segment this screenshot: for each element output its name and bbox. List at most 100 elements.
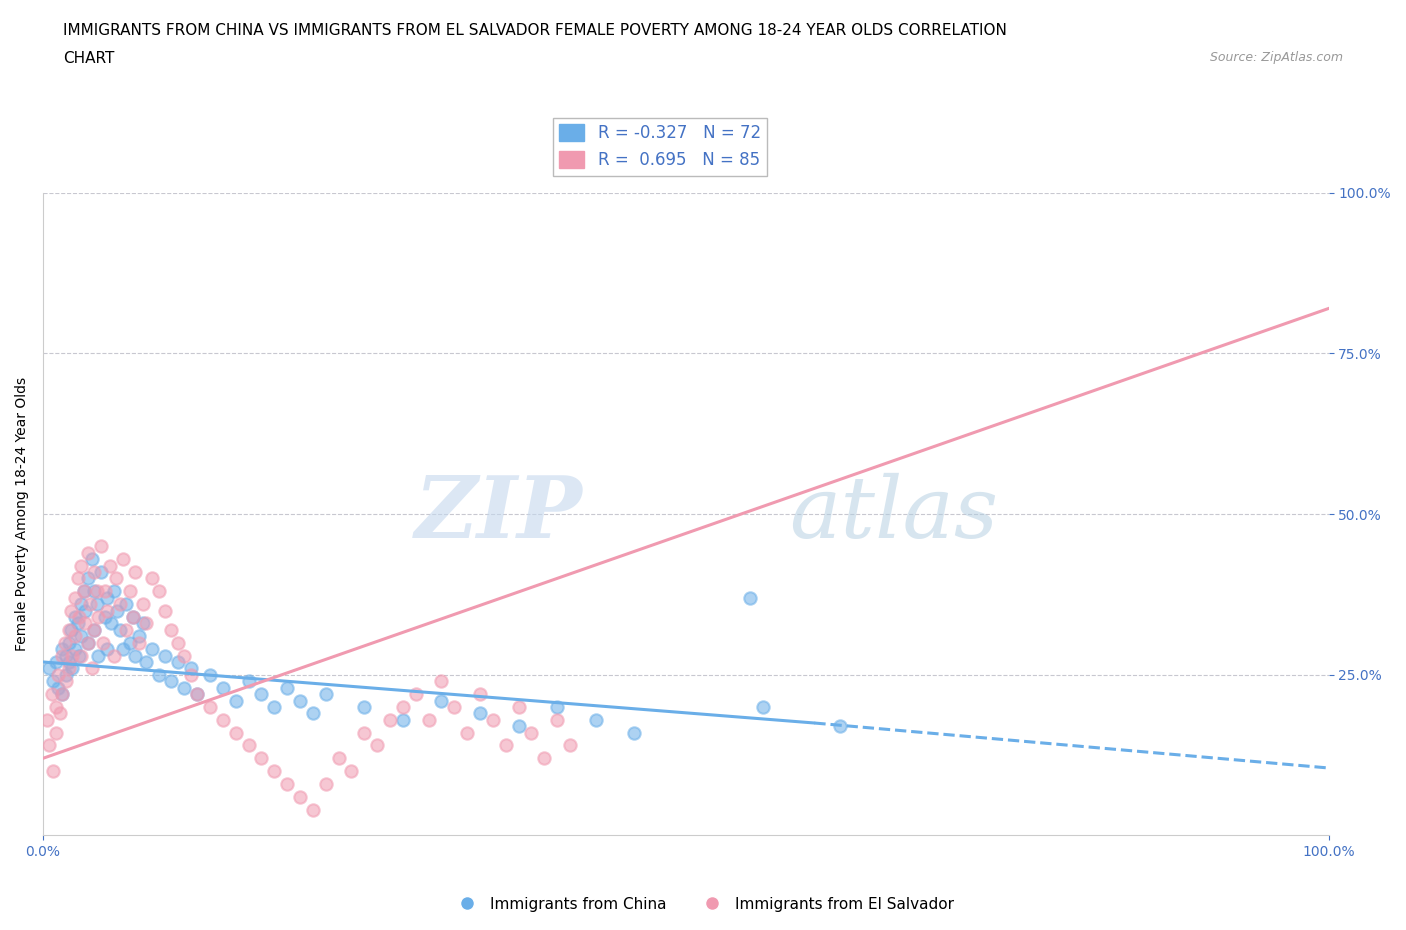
Point — [96, 603, 118, 618]
Point — [105, 571, 128, 586]
Point — [90, 565, 112, 579]
Point — [135, 655, 157, 670]
Legend: R = -0.327   N = 72, R =  0.695   N = 85: R = -0.327 N = 72, R = 0.695 N = 85 — [553, 117, 768, 176]
Point — [456, 725, 478, 740]
Point — [186, 686, 208, 701]
Point — [63, 629, 86, 644]
Point — [122, 609, 145, 624]
Point — [276, 777, 298, 791]
Point — [87, 609, 110, 624]
Point — [120, 635, 142, 650]
Text: Source: ZipAtlas.com: Source: ZipAtlas.com — [1209, 51, 1343, 64]
Point — [405, 686, 427, 701]
Point — [160, 674, 183, 689]
Point — [70, 648, 93, 663]
Point — [141, 642, 163, 657]
Point — [80, 661, 103, 676]
Point — [77, 635, 100, 650]
Point — [288, 790, 311, 804]
Point — [75, 603, 97, 618]
Point — [98, 558, 121, 573]
Point — [173, 648, 195, 663]
Point — [198, 699, 221, 714]
Point — [58, 655, 80, 670]
Point — [55, 648, 77, 663]
Point — [38, 661, 60, 676]
Point — [340, 764, 363, 778]
Point — [288, 693, 311, 708]
Point — [153, 603, 176, 618]
Point — [212, 712, 235, 727]
Point — [66, 571, 89, 586]
Point — [83, 565, 105, 579]
Point — [63, 591, 86, 605]
Point — [378, 712, 401, 727]
Point — [212, 680, 235, 695]
Point — [70, 629, 93, 644]
Point — [752, 699, 775, 714]
Point — [392, 699, 415, 714]
Point — [238, 738, 260, 753]
Point — [51, 686, 73, 701]
Point — [63, 609, 86, 624]
Point — [132, 597, 155, 612]
Point — [148, 584, 170, 599]
Point — [46, 680, 69, 695]
Point — [93, 609, 115, 624]
Point — [83, 622, 105, 637]
Point — [167, 635, 190, 650]
Point — [108, 597, 131, 612]
Point — [141, 571, 163, 586]
Point — [96, 642, 118, 657]
Point — [585, 712, 607, 727]
Point — [48, 706, 70, 721]
Point — [86, 584, 108, 599]
Point — [107, 603, 129, 618]
Point — [83, 622, 105, 637]
Point — [124, 648, 146, 663]
Point — [443, 699, 465, 714]
Point — [58, 635, 80, 650]
Point — [41, 686, 63, 701]
Point — [430, 693, 453, 708]
Point — [468, 686, 491, 701]
Point — [328, 751, 350, 765]
Point — [53, 635, 76, 650]
Point — [51, 648, 73, 663]
Point — [90, 538, 112, 553]
Point — [263, 764, 285, 778]
Point — [60, 622, 83, 637]
Point — [225, 725, 247, 740]
Point — [58, 622, 80, 637]
Point — [45, 725, 67, 740]
Point — [167, 655, 190, 670]
Point — [238, 674, 260, 689]
Point — [392, 712, 415, 727]
Point — [60, 603, 83, 618]
Point — [87, 648, 110, 663]
Point — [315, 777, 337, 791]
Point — [62, 661, 84, 676]
Point — [38, 738, 60, 753]
Point — [148, 668, 170, 683]
Text: CHART: CHART — [63, 51, 115, 66]
Point — [111, 551, 134, 566]
Point — [128, 635, 150, 650]
Point — [482, 712, 505, 727]
Point — [225, 693, 247, 708]
Point — [250, 751, 273, 765]
Point — [546, 712, 568, 727]
Point — [70, 597, 93, 612]
Point — [73, 584, 96, 599]
Point — [83, 584, 105, 599]
Point — [160, 622, 183, 637]
Point — [533, 751, 555, 765]
Text: ZIP: ZIP — [415, 472, 583, 556]
Point — [558, 738, 581, 753]
Point — [45, 699, 67, 714]
Point — [108, 622, 131, 637]
Point — [42, 764, 65, 778]
Point — [418, 712, 440, 727]
Y-axis label: Female Poverty Among 18-24 Year Olds: Female Poverty Among 18-24 Year Olds — [15, 377, 30, 651]
Point — [62, 648, 84, 663]
